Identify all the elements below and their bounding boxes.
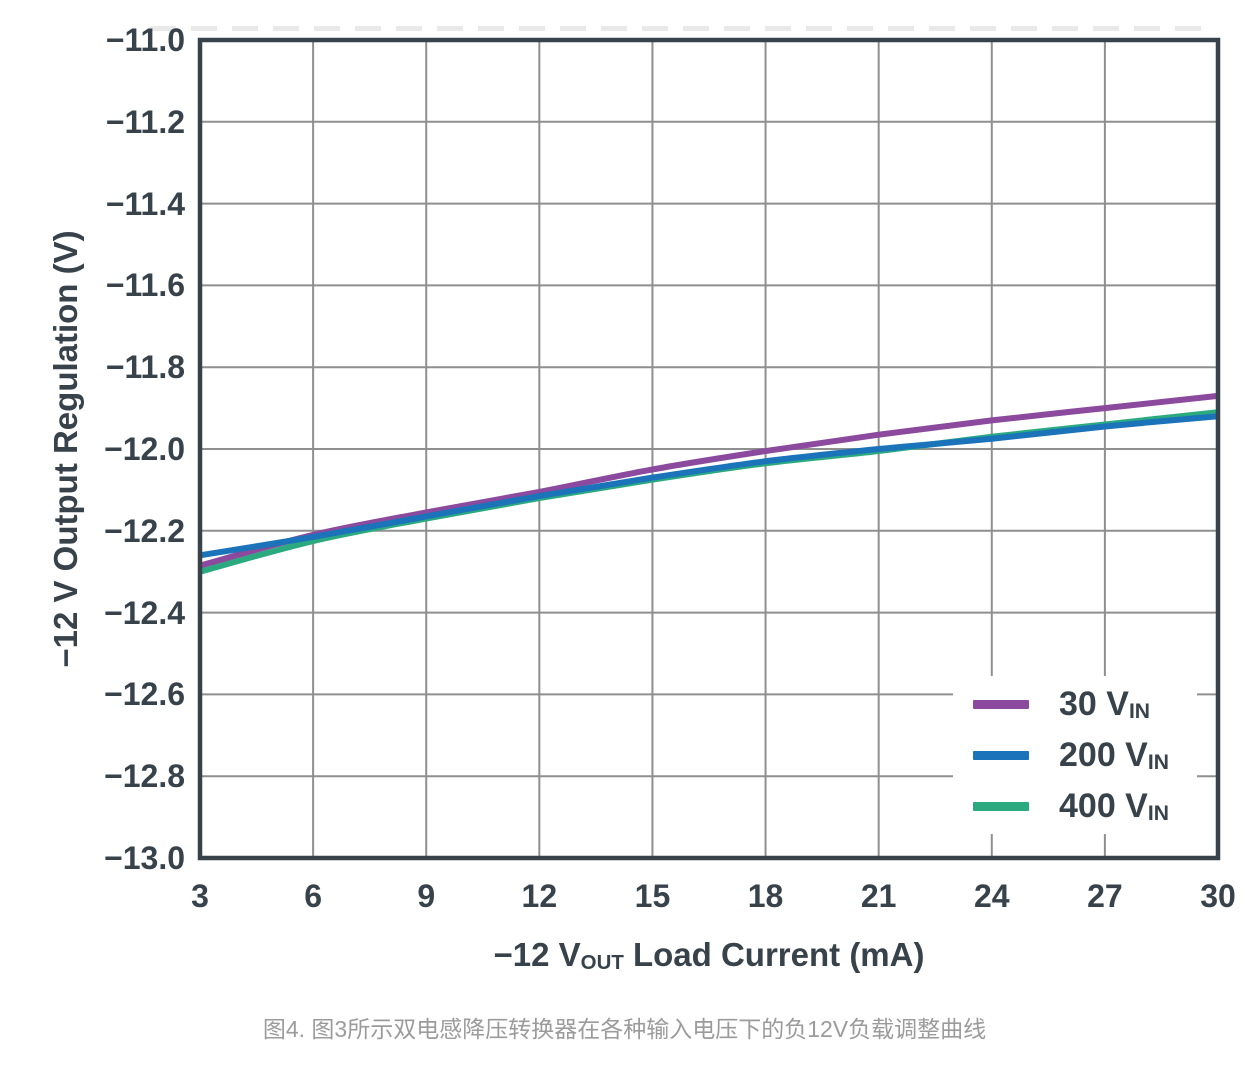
plot-frame (197, 37, 1221, 861)
legend-swatch-200vin (973, 750, 1029, 760)
legend-label-400vin: 400 VIN (1059, 787, 1169, 826)
y-tick-label: −11.8 (105, 349, 185, 386)
y-tick-label: −12.8 (104, 758, 185, 795)
legend-label-subscript: IN (1128, 699, 1151, 723)
figure-caption: 图4. 图3所示双电感降压转换器在各种输入电压下的负12V负载调整曲线 (262, 1016, 987, 1042)
y-tick-label: −12.0 (104, 431, 185, 467)
x-tick-label: 18 (747, 878, 784, 914)
x-axis-title-suffix: Load Current (mA) (623, 936, 925, 973)
x-tick-label: 9 (417, 878, 436, 914)
x-tick-label: 24 (973, 878, 1010, 914)
y-tick-label: −11.0 (105, 22, 185, 58)
cropped-text-artifact (150, 26, 1206, 31)
y-tick-label: −11.2 (105, 103, 185, 140)
x-tick-label: 3 (191, 878, 209, 914)
y-tick-label: −13.0 (104, 840, 185, 876)
y-tick-label: −12.4 (104, 594, 185, 631)
legend-label-30vin: 30 VIN (1059, 685, 1150, 724)
chart-legend: 30 VIN 200 VIN 400 VIN (953, 676, 1197, 834)
y-tick-label: −12.2 (104, 512, 185, 549)
x-axis-title-subscript: OUT (580, 951, 624, 975)
x-tick-label: 27 (1087, 878, 1123, 914)
legend-label-text: 200 V (1059, 735, 1148, 774)
x-tick-label: 21 (860, 878, 897, 914)
x-axis-title: −12 VOUT Load Current (mA) (359, 936, 1059, 974)
x-tick-label: 6 (304, 878, 322, 914)
y-tick-label: −11.4 (105, 185, 185, 222)
legend-item-200vin: 200 VIN (953, 731, 1197, 779)
y-axis-title: −12 V Output Regulation (V) (47, 230, 84, 668)
legend-label-subscript: IN (1147, 750, 1169, 774)
series-line-400-vin (199, 409, 1219, 575)
legend-label-200vin: 200 VIN (1059, 736, 1169, 775)
legend-swatch-30vin (973, 699, 1029, 709)
series-line-30-vin (199, 392, 1219, 569)
legend-item-30vin: 30 VIN (953, 680, 1197, 728)
legend-swatch-400vin (973, 801, 1029, 811)
x-tick-label: 12 (521, 878, 558, 914)
x-tick-label: 30 (1200, 878, 1236, 914)
x-axis-title-prefix: −12 V (493, 936, 581, 973)
x-tick-label: 15 (634, 878, 671, 914)
legend-item-400vin: 400 VIN (953, 782, 1197, 830)
series-line-200-vin (199, 413, 1219, 559)
y-tick-label: −11.6 (105, 267, 185, 304)
y-tick-label: −12.6 (104, 676, 185, 713)
legend-label-subscript: IN (1147, 801, 1169, 825)
legend-label-text: 30 V (1059, 684, 1129, 723)
legend-label-text: 400 V (1059, 786, 1148, 825)
